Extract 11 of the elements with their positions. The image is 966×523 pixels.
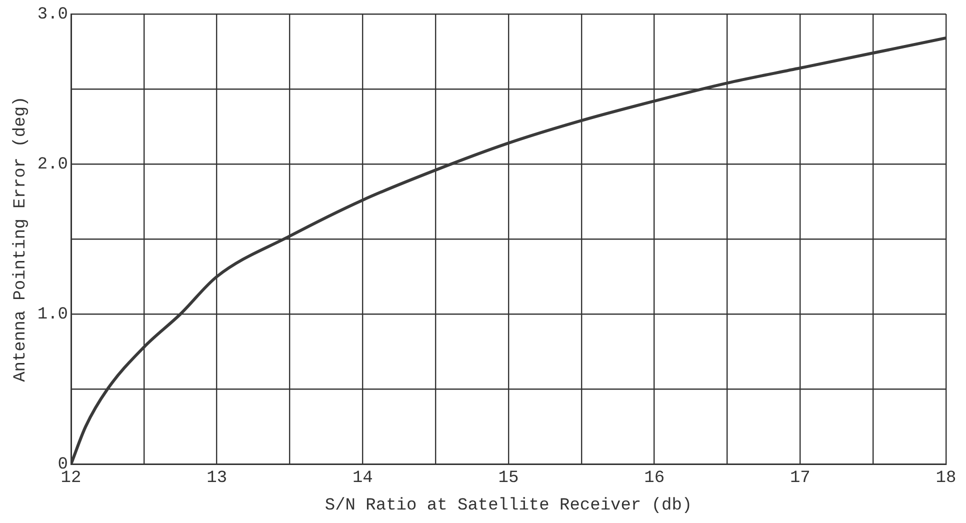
x-tick-label: 13 [206, 468, 228, 488]
x-tick-label: 14 [352, 468, 373, 488]
y-tick-label: 3.0 [37, 6, 68, 24]
x-tick-label: 16 [644, 468, 665, 488]
x-tick-label: 15 [498, 468, 519, 488]
y-axis-title: Antenna Pointing Error (deg) [12, 96, 31, 382]
y-tick-label: 2.0 [37, 156, 68, 175]
y-tick-label: 1.0 [37, 306, 68, 325]
x-axis-title: S/N Ratio at Satellite Receiver (db) [324, 496, 692, 516]
x-tick-label: 18 [936, 468, 956, 488]
x-tick-label: 17 [790, 468, 810, 488]
